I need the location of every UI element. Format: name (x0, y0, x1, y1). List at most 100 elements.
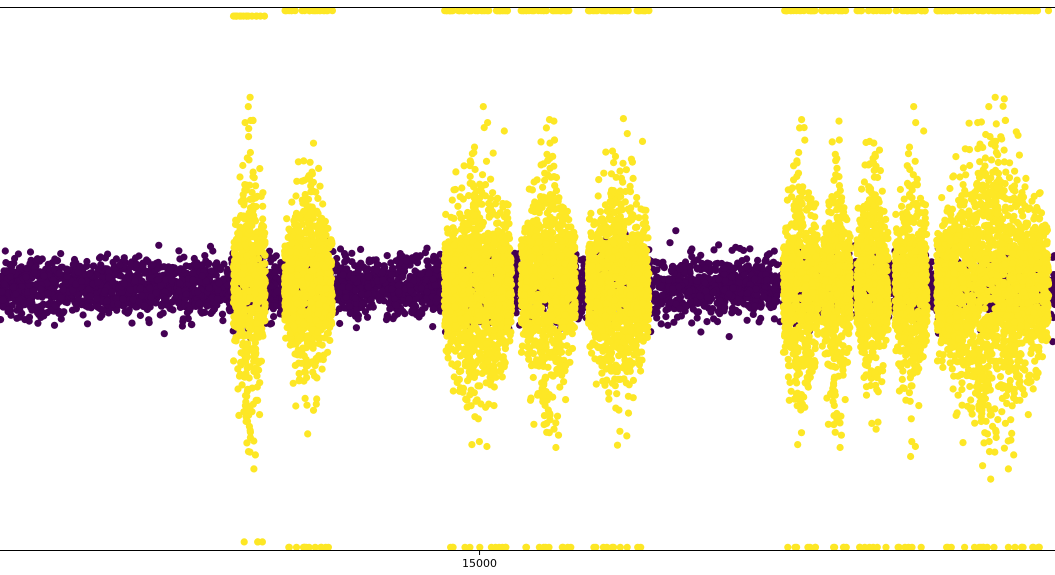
point-class-0 (653, 274, 661, 282)
point-class-0 (712, 260, 720, 268)
point-class-0 (193, 288, 202, 296)
point-class-0 (136, 311, 144, 320)
point-class-0 (89, 262, 97, 270)
point-class-0 (658, 291, 666, 299)
point-class-0 (145, 316, 153, 324)
point-class-0 (423, 244, 431, 252)
point-class-0 (101, 254, 109, 262)
point-class-0 (383, 252, 391, 260)
point-class-0 (7, 260, 15, 269)
point-class-0 (146, 284, 154, 292)
point-class-0 (354, 315, 362, 323)
point-class-0 (14, 250, 22, 258)
point-class-0 (688, 319, 696, 327)
point-class-0 (755, 318, 763, 326)
point-class-0 (701, 264, 710, 273)
point-class-0 (79, 311, 87, 319)
point-class-0 (83, 257, 91, 266)
point-class-0 (728, 273, 736, 281)
point-class-0 (666, 239, 674, 247)
point-class-0 (131, 254, 140, 262)
point-class-0 (416, 309, 424, 317)
point-class-0 (402, 257, 410, 265)
point-class-0 (707, 308, 715, 316)
point-class-0 (83, 320, 92, 328)
point-class-0 (25, 317, 33, 325)
point-class-0 (389, 264, 397, 272)
point-class-0 (653, 259, 662, 267)
point-class-0 (197, 307, 205, 315)
point-class-0 (271, 268, 279, 276)
point-class-0 (84, 303, 92, 311)
point-class-0 (391, 312, 399, 320)
point-class-0 (204, 260, 212, 268)
point-class-0 (721, 304, 729, 312)
point-class-0 (388, 285, 396, 293)
point-class-0 (97, 261, 105, 269)
point-class-0 (664, 321, 672, 329)
point-class-0 (78, 277, 86, 285)
point-class-0 (672, 227, 680, 235)
point-class-0 (157, 302, 166, 310)
point-class-0 (16, 304, 24, 312)
point-class-0 (189, 276, 197, 284)
point-class-0 (738, 257, 746, 265)
point-class-0 (358, 290, 366, 298)
point-class-0 (751, 275, 759, 283)
point-class-0 (113, 306, 121, 314)
point-class-0 (4, 306, 12, 314)
point-class-0 (702, 287, 710, 295)
point-class-0 (714, 307, 723, 316)
point-class-0 (715, 241, 723, 249)
point-class-0 (59, 285, 67, 294)
point-class-0 (53, 257, 62, 265)
point-class-0 (396, 250, 404, 258)
point-class-0 (685, 287, 693, 295)
point-class-0 (273, 287, 281, 296)
point-class-0 (340, 250, 349, 258)
point-class-0 (85, 285, 93, 293)
point-class-0 (60, 308, 68, 316)
point-class-0 (379, 276, 387, 284)
point-class-0 (725, 333, 733, 341)
point-class-0 (0, 316, 5, 324)
point-class-0 (703, 318, 711, 326)
point-class-0 (336, 319, 344, 328)
point-class-0 (430, 305, 438, 313)
point-class-0 (677, 312, 686, 320)
point-class-0 (0, 280, 9, 288)
point-class-0 (421, 304, 429, 312)
point-class-0 (367, 296, 375, 304)
point-class-0 (346, 309, 354, 318)
point-class-0 (668, 266, 676, 274)
point-class-0 (342, 293, 350, 301)
point-class-0 (352, 324, 360, 332)
point-class-0 (50, 321, 59, 329)
point-class-0 (123, 309, 132, 317)
point-class-0 (348, 249, 356, 257)
point-class-0 (103, 297, 111, 305)
point-class-0 (174, 299, 183, 307)
point-class-0 (697, 328, 705, 336)
point-class-0 (721, 264, 729, 272)
point-class-0 (186, 306, 194, 314)
point-class-0 (56, 269, 64, 277)
point-class-0 (119, 295, 127, 303)
point-class-0 (760, 293, 768, 301)
point-class-0 (76, 262, 84, 270)
point-class-0 (26, 248, 35, 256)
point-class-0 (218, 310, 227, 318)
point-class-0 (357, 245, 365, 253)
point-class-0 (704, 293, 712, 302)
point-class-0 (193, 261, 201, 269)
point-class-0 (694, 265, 702, 273)
point-class-0 (662, 313, 670, 321)
point-class-0 (112, 255, 120, 263)
point-class-0 (128, 319, 136, 327)
point-class-0 (44, 264, 53, 272)
point-class-0 (208, 307, 217, 316)
point-class-0 (364, 283, 372, 291)
point-class-0 (47, 306, 55, 314)
point-class-0 (765, 250, 774, 258)
point-class-0 (754, 256, 762, 264)
